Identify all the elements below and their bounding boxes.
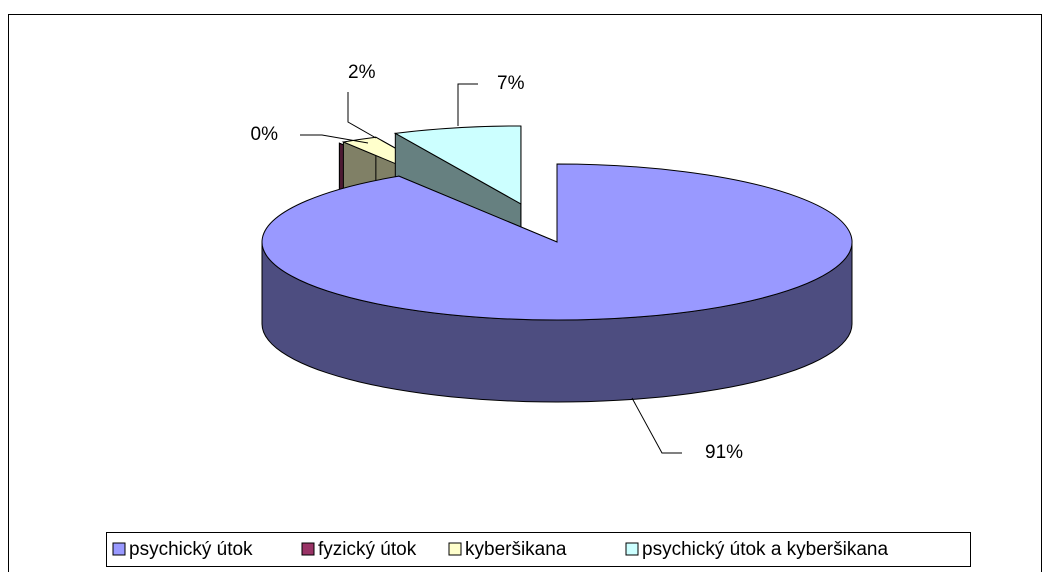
legend-label: psychický útok a kyberšikana: [642, 539, 888, 560]
legend-swatch: [112, 542, 126, 556]
leader-line: [300, 134, 369, 144]
leader-line: [347, 92, 377, 139]
data-label: 2%: [348, 62, 376, 83]
leader-line: [457, 83, 478, 126]
slice-top: [261, 163, 853, 321]
legend-label: kyberšikana: [465, 539, 567, 560]
pie-slice: [261, 163, 853, 403]
legend-swatch: [301, 542, 315, 556]
slice-top: [393, 125, 522, 205]
legend-label: fyzický útok: [318, 539, 417, 560]
chart-frame: [8, 14, 1042, 572]
data-label: 91%: [705, 442, 743, 463]
leader-line: [631, 397, 682, 454]
data-label: 7%: [497, 73, 525, 94]
legend-swatch: [448, 542, 462, 556]
legend-swatch: [625, 542, 639, 556]
legend-label: psychický útok: [129, 539, 253, 560]
legend-box: [106, 532, 971, 567]
data-label: 0%: [251, 124, 279, 145]
